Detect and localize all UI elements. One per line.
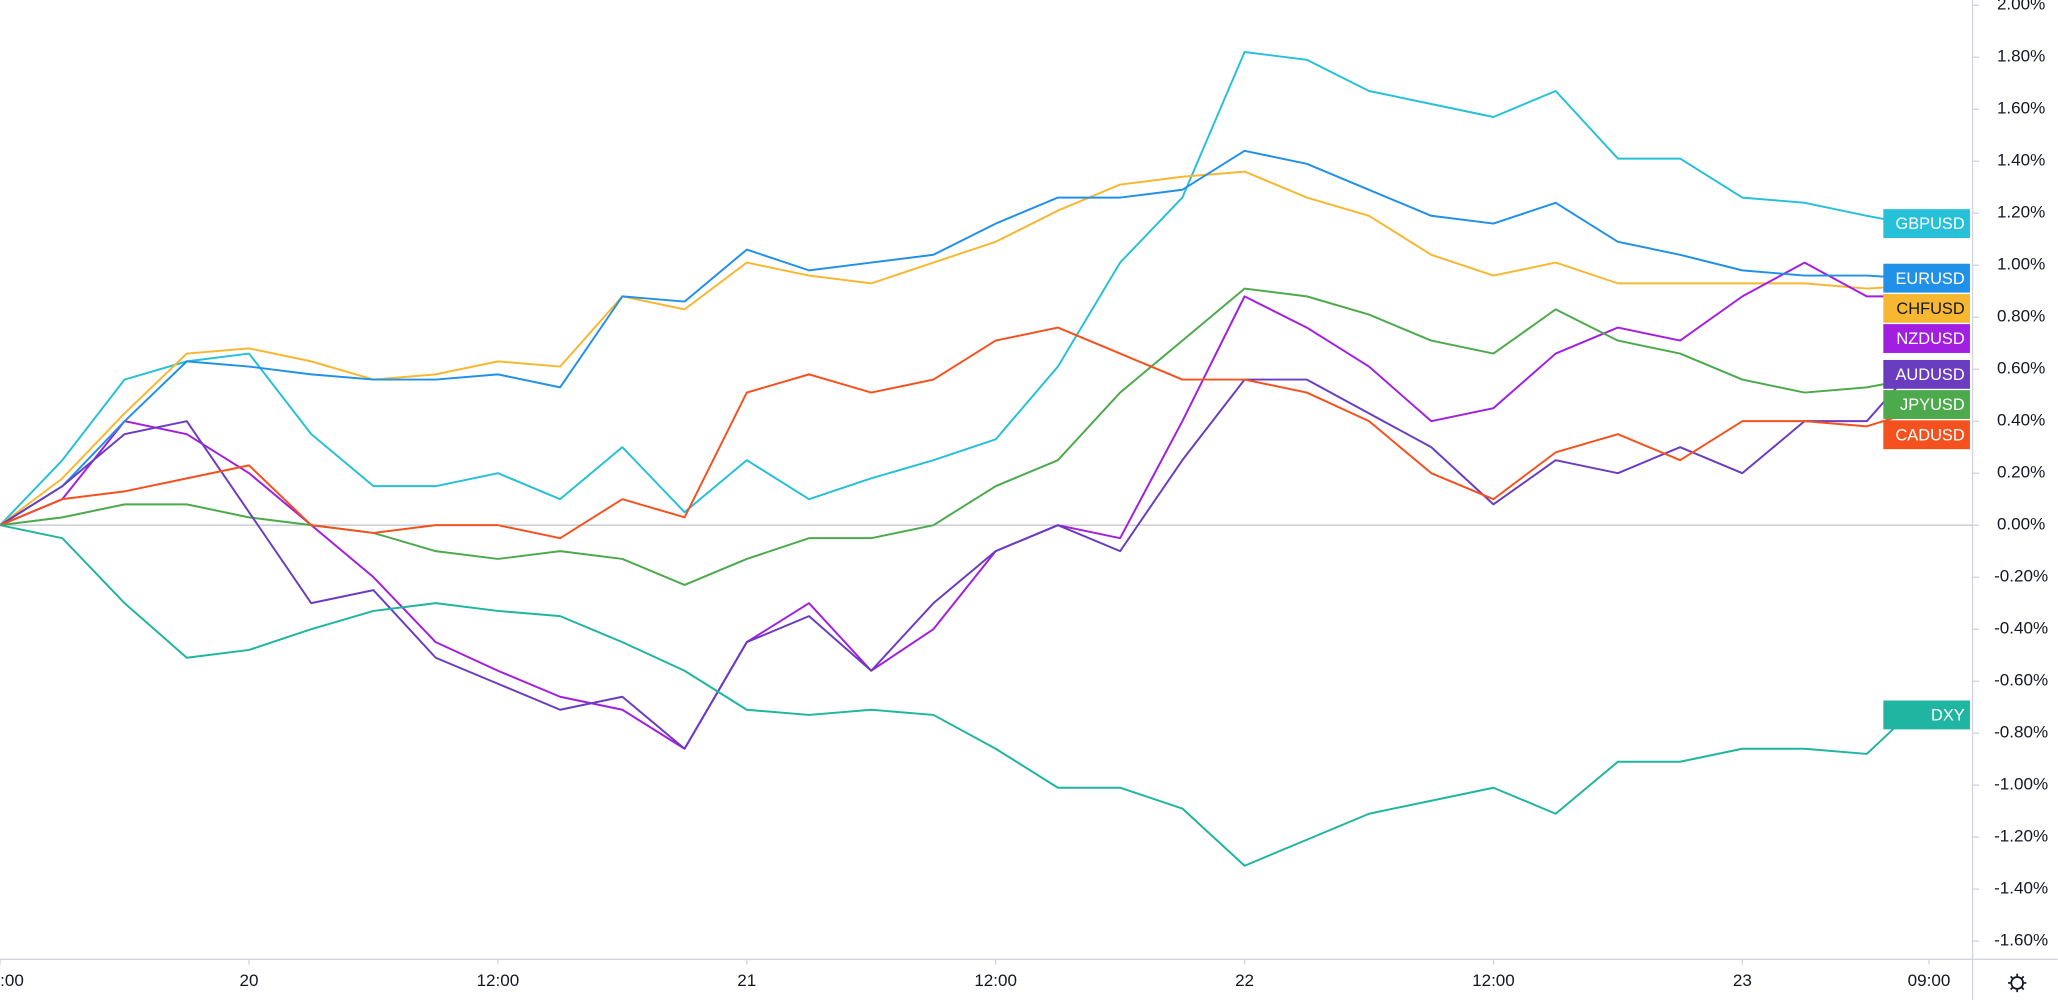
y-tick-label: -0.20% bbox=[1994, 567, 2048, 586]
series-tag-box bbox=[1883, 390, 1970, 419]
x-tick-label: 12:00 bbox=[974, 971, 1017, 990]
series-tag: EURUSD bbox=[1883, 263, 1970, 293]
series-tag-box bbox=[1883, 700, 1970, 730]
y-tick-label: 2.00% bbox=[1997, 0, 2045, 14]
series-tag-label: CHFUSD bbox=[1896, 300, 1964, 318]
x-tick-label: 21 bbox=[737, 971, 756, 990]
series-line bbox=[0, 261, 1909, 750]
y-tick-label: 0.00% bbox=[1997, 515, 2045, 534]
y-tick-label: 0.80% bbox=[1997, 307, 2045, 326]
series-tag-label: EURUSD bbox=[1895, 270, 1964, 288]
y-tick-label: 1.20% bbox=[1997, 203, 2045, 222]
y-tick-label: -1.40% bbox=[1994, 879, 2048, 898]
series-line bbox=[0, 51, 1909, 526]
series-tag-box bbox=[1883, 293, 1970, 323]
series-tag-label: GBPUSD bbox=[1895, 215, 1964, 233]
series-tag-label: DXY bbox=[1931, 707, 1965, 725]
series-tag-box bbox=[1883, 209, 1970, 239]
y-tick-label: 0.20% bbox=[1997, 463, 2045, 482]
y-tick-label: -1.60% bbox=[1994, 931, 2048, 950]
settings-icon[interactable] bbox=[2008, 973, 2027, 993]
x-tick-label: 23 bbox=[1733, 971, 1752, 990]
series-tag-box bbox=[1883, 324, 1970, 353]
series-tag-label: CADUSD bbox=[1895, 426, 1964, 444]
series-tag: NZDUSD bbox=[1883, 324, 1970, 353]
series-tag-box bbox=[1883, 263, 1970, 293]
y-tick-label: -0.40% bbox=[1994, 619, 2048, 638]
y-tick-label: -0.80% bbox=[1994, 723, 2048, 742]
series-tag: CADUSD bbox=[1883, 420, 1970, 450]
series-tag-label: NZDUSD bbox=[1896, 330, 1964, 348]
y-tick-label: -1.20% bbox=[1994, 827, 2048, 846]
y-tick-label: 1.60% bbox=[1997, 99, 2045, 118]
series-tag-label: JPYUSD bbox=[1900, 396, 1965, 414]
series-tag: JPYUSD bbox=[1883, 390, 1970, 419]
series-tag: CHFUSD bbox=[1883, 293, 1970, 323]
series-tag: GBPUSD bbox=[1883, 209, 1970, 239]
series-line bbox=[0, 170, 1909, 526]
series-line bbox=[0, 524, 1909, 867]
series-tag: DXY bbox=[1883, 700, 1970, 730]
series-tag-box bbox=[1883, 420, 1970, 450]
y-tick-label: -0.60% bbox=[1994, 671, 2048, 690]
series-tag-box bbox=[1883, 359, 1970, 389]
y-tick-label: 1.40% bbox=[1997, 151, 2045, 170]
x-tick-label: 20 bbox=[240, 971, 259, 990]
series-line bbox=[0, 326, 1909, 540]
x-tick-label: :00 bbox=[0, 971, 24, 990]
series-line bbox=[0, 149, 1909, 526]
x-tick-label: 12:00 bbox=[477, 971, 520, 990]
y-tick-label: 1.80% bbox=[1997, 47, 2045, 66]
y-tick-label: 0.40% bbox=[1997, 411, 2045, 430]
series-tag: AUDUSD bbox=[1883, 359, 1970, 389]
series-tag-label: AUDUSD bbox=[1895, 366, 1964, 384]
x-tick-label: 22 bbox=[1235, 971, 1254, 990]
x-tick-label: 09:00 bbox=[1908, 971, 1951, 990]
y-tick-label: -1.00% bbox=[1994, 775, 2048, 794]
y-tick-label: 0.60% bbox=[1997, 359, 2045, 378]
y-tick-label: 1.00% bbox=[1997, 255, 2045, 274]
x-tick-label: 12:00 bbox=[1472, 971, 1515, 990]
series-line bbox=[0, 373, 1910, 750]
